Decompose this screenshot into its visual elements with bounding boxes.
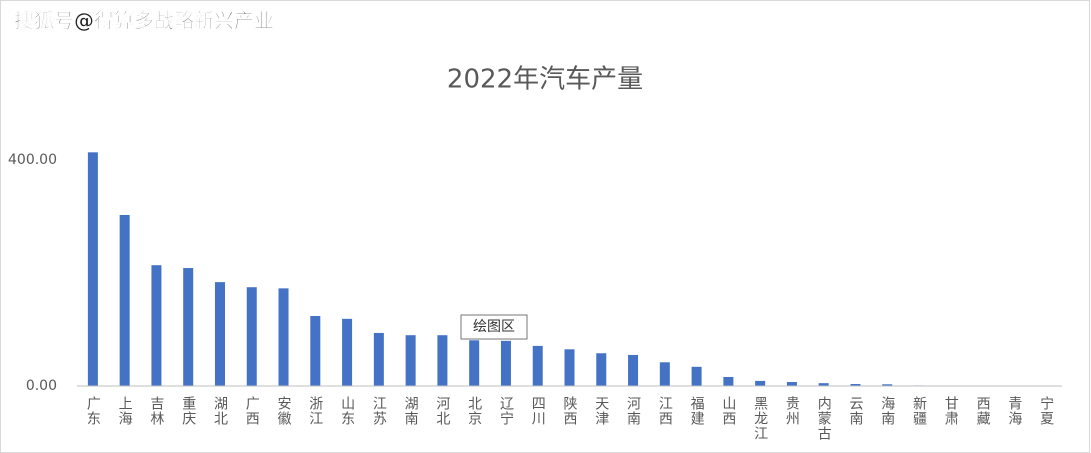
x-tick-label: 云南: [847, 396, 863, 426]
x-tick-label: 重庆: [180, 396, 196, 426]
y-tick-label: 0.00: [26, 378, 57, 394]
x-tick-label: 广东: [85, 396, 101, 426]
bar: [183, 268, 194, 386]
bar: [373, 332, 384, 386]
x-tick-label: 青海: [1006, 396, 1022, 426]
x-tick-label: 宁夏: [1038, 395, 1054, 426]
bar: [723, 376, 734, 386]
bar: [214, 282, 225, 386]
bar: [850, 384, 861, 386]
x-tick-label: 天津: [593, 396, 609, 426]
bar: [596, 353, 607, 386]
x-tick-label: 上海: [117, 396, 133, 426]
x-tick-label: 浙江: [307, 396, 323, 426]
x-tick-label: 湖南: [403, 396, 419, 426]
x-tick-label: 黑龙江: [752, 396, 768, 441]
bar: [659, 362, 670, 386]
bar: [119, 214, 130, 386]
x-tick-label: 西藏: [975, 396, 991, 426]
bar: [278, 288, 289, 386]
x-tick-label: 新疆: [911, 396, 927, 426]
x-tick-label: 吉林: [148, 396, 164, 426]
bar: [532, 345, 543, 386]
x-tick-label: 江西: [657, 396, 673, 426]
x-tick-label: 广西: [244, 396, 260, 426]
bar: [310, 316, 321, 386]
watermark: 搜狐号@得算多战略新兴产业: [14, 9, 274, 33]
x-tick-label: 河南: [625, 396, 641, 426]
bar: [246, 287, 257, 386]
x-tick-label: 贵州: [784, 396, 800, 426]
x-tick-label: 四川: [530, 396, 546, 426]
chart-title: 2022年汽车产量: [447, 65, 643, 95]
bar: [818, 383, 829, 386]
x-tick-label: 河北: [434, 396, 450, 426]
bar: [882, 384, 893, 386]
x-tick-label: 北京: [466, 396, 482, 426]
bar: [500, 340, 511, 386]
tooltip: 绘图区: [473, 319, 515, 335]
bar: [437, 335, 448, 386]
bar: [342, 318, 353, 386]
tooltip-box: [460, 314, 528, 340]
x-tick-label: 辽宁: [498, 396, 514, 426]
x-tick-label: 湖北: [212, 396, 228, 426]
x-tick-label: 江苏: [371, 396, 387, 426]
bar: [691, 366, 702, 386]
bar: [87, 152, 98, 386]
bar: [628, 354, 639, 386]
y-tick-label: 400.00: [8, 152, 57, 168]
bar: [469, 340, 480, 386]
x-tick-label: 福建: [689, 396, 705, 426]
bar: [405, 335, 416, 386]
x-tick-label: 山东: [339, 396, 355, 426]
bar: [786, 382, 797, 386]
bar: [564, 349, 575, 386]
x-tick-label: 山西: [720, 396, 736, 426]
x-tick-label: 安徽: [276, 396, 292, 426]
x-tick-label: 海南: [879, 396, 895, 426]
x-tick-label: 甘肃: [943, 396, 959, 426]
bar: [755, 380, 766, 386]
x-tick-label: 陕西: [562, 396, 578, 426]
x-tick-label: 内蒙古: [816, 396, 832, 441]
bar: [151, 265, 162, 386]
